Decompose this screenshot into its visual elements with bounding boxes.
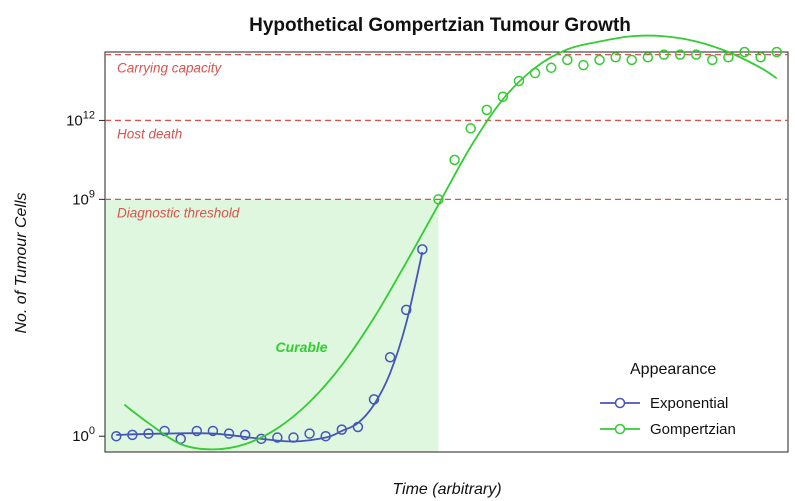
- exponential-point: [368, 394, 380, 405]
- ref-label-carrying-capacity: Carrying capacity: [117, 61, 223, 76]
- gompertzian-point: [578, 59, 589, 71]
- gompertzian-point: [529, 67, 541, 79]
- ref-label-diagnostic-threshold: Diagnostic threshold: [117, 205, 240, 220]
- gompertzian-point: [610, 52, 621, 63]
- exponential-point: [223, 428, 235, 439]
- gompertzian-point: [497, 91, 509, 102]
- exponential-point: [304, 428, 315, 439]
- legend: Appearance Exponential Gompertzian: [600, 361, 736, 438]
- gompertzian-point: [513, 75, 525, 87]
- gompertzian-point: [626, 54, 637, 66]
- gompertzian-point: [642, 52, 654, 63]
- legend-label-gompertzian: Gompertzian: [650, 421, 736, 438]
- legend-title: Appearance: [630, 361, 716, 378]
- gompertzian-point: [658, 49, 670, 60]
- legend-label-exponential: Exponential: [650, 395, 728, 412]
- exponential-point: [320, 430, 331, 442]
- exponential-point: [191, 425, 203, 437]
- gompertzian-point: [690, 49, 702, 60]
- curable-label: Curable: [275, 339, 327, 355]
- gompertzian-point: [449, 154, 460, 166]
- curable-region: [105, 199, 439, 452]
- exponential-point: [111, 430, 122, 442]
- plot-area: Curable Diagnostic threshold Host death Car…: [66, 34, 789, 453]
- exponential-fit-line: [116, 251, 424, 443]
- y-tick-label: 109: [72, 188, 95, 208]
- gompertzian-point: [755, 52, 766, 63]
- gompertzian-point: [771, 46, 782, 58]
- gompertzian-point: [465, 123, 476, 134]
- y-tick-label: 100: [72, 425, 95, 445]
- gompertzian-fit-line: [123, 34, 778, 451]
- gompertzian-point: [707, 54, 718, 66]
- gompertzian-point: [723, 52, 734, 63]
- x-axis-label: Time (arbitrary): [392, 481, 501, 498]
- exponential-point: [239, 429, 251, 441]
- gompertzian-point: [545, 62, 557, 74]
- gompertzian-point: [433, 194, 444, 205]
- plot-frame: [104, 51, 789, 453]
- legend-marker-exponential: [614, 397, 626, 409]
- chart-title: Hypothetical Gompertzian Tumour Growth: [249, 15, 631, 36]
- legend-marker-gompertzian: [614, 423, 626, 435]
- exponential-point: [336, 424, 348, 435]
- exponential-point: [288, 432, 299, 443]
- gompertzian-point: [739, 46, 750, 58]
- y-tick-label: 1012: [66, 109, 95, 129]
- gompertzian-series: [123, 34, 782, 451]
- ref-label-host-death: Host death: [117, 126, 182, 141]
- gompertzian-point: [481, 104, 493, 116]
- exponential-point: [384, 352, 396, 363]
- exponential-point: [207, 425, 219, 437]
- gompertzian-point: [594, 54, 605, 66]
- exponential-point: [272, 432, 283, 443]
- exponential-point: [127, 429, 138, 441]
- exponential-point: [143, 428, 154, 439]
- exponential-point: [352, 421, 364, 433]
- exponential-point: [400, 304, 412, 316]
- gompertzian-point: [562, 54, 573, 66]
- exponential-point: [417, 244, 428, 255]
- y-axis-label: No. of Tumour Cells: [13, 192, 30, 333]
- gompertzian-point: [674, 49, 686, 60]
